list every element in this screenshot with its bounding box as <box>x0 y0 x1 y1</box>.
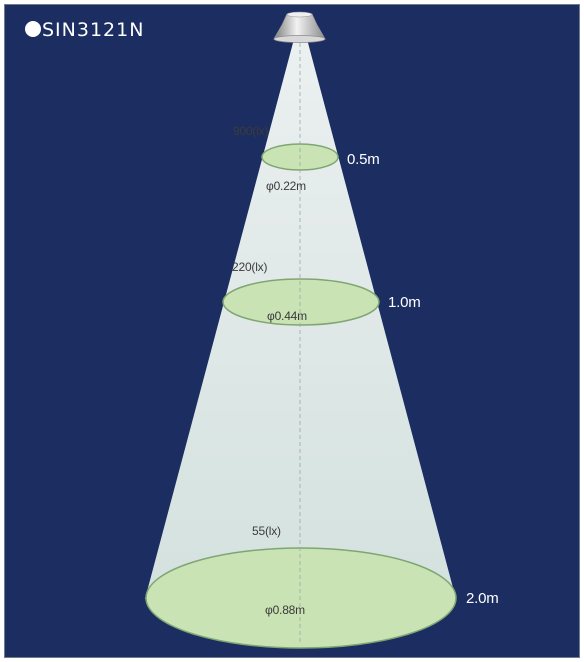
distance-label-0.5m: 0.5m <box>347 151 380 168</box>
beam-diagram-svg <box>145 11 457 649</box>
diameter-label-1.0m: φ0.44m <box>267 309 307 323</box>
illuminance-ring-2.0m <box>145 547 457 649</box>
light-distribution-diagram: SIN3121N 900(lx) φ0.22m 0.5m 220(lx) φ0.… <box>4 4 580 658</box>
illuminance-ring-1.0m <box>222 278 380 326</box>
illuminance-label-0.5m: 900(lx) <box>233 124 269 138</box>
illuminance-label-2.0m: 55(lx) <box>252 524 281 538</box>
model-number: SIN3121N <box>42 19 145 41</box>
distance-label-2.0m: 2.0m <box>466 590 499 607</box>
diameter-label-0.5m: φ0.22m <box>266 179 306 193</box>
distance-label-1.0m: 1.0m <box>388 294 421 311</box>
diameter-label-2.0m: φ0.88m <box>265 603 305 617</box>
illuminance-label-1.0m: 220(lx) <box>232 260 268 274</box>
model-title: SIN3121N <box>25 19 144 41</box>
fixture-icon <box>273 11 326 43</box>
bullet-icon <box>25 21 41 37</box>
